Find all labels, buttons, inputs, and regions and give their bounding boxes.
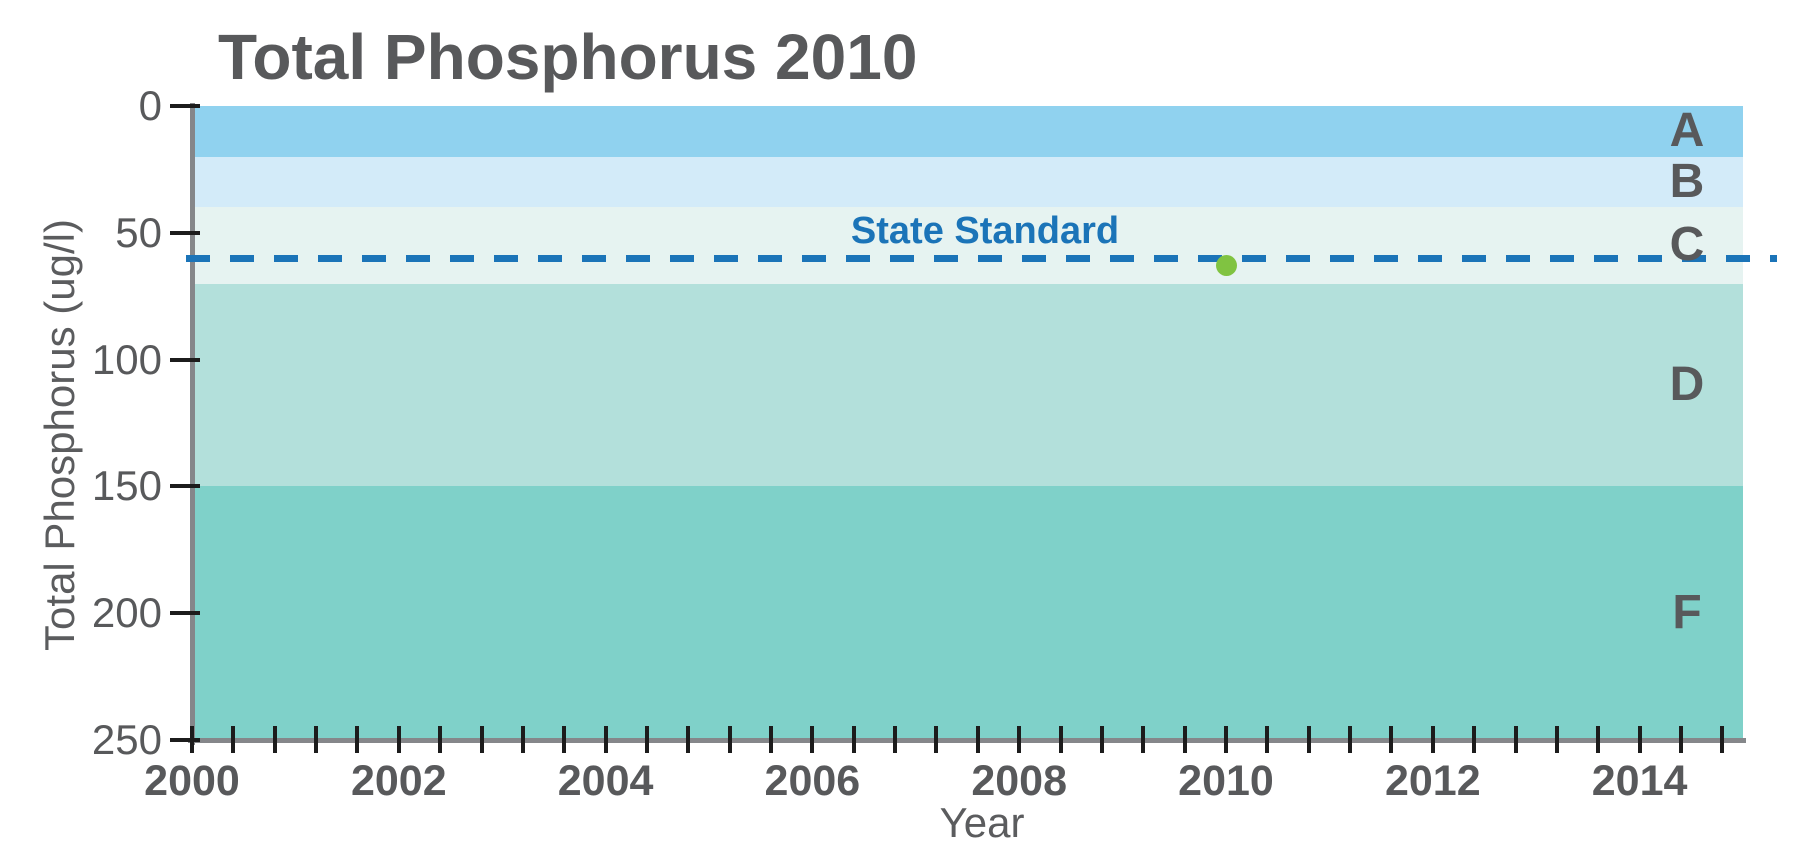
- x-tick: [438, 726, 443, 753]
- x-tick: [355, 726, 360, 753]
- grade-band-b: [194, 156, 1743, 208]
- x-tick: [190, 726, 194, 753]
- x-tick: [562, 726, 567, 753]
- grade-band-label-a: A: [1669, 104, 1705, 158]
- x-tick: [603, 726, 608, 753]
- grade-band-label-d: D: [1669, 357, 1705, 411]
- y-tick: [170, 357, 200, 362]
- grade-band-label-b: B: [1669, 155, 1705, 209]
- grade-band-a: [194, 106, 1743, 157]
- state-standard-line: [186, 255, 1777, 263]
- x-axis-label: Year: [939, 799, 1025, 846]
- x-tick-label: 2014: [1591, 757, 1688, 805]
- x-tick: [727, 726, 732, 753]
- x-tick-label: 2000: [144, 757, 240, 805]
- y-tick-label: 0: [138, 82, 162, 129]
- chart-title: Total Phosphorus 2010: [218, 21, 918, 93]
- x-tick: [1224, 726, 1228, 753]
- x-tick: [396, 726, 401, 753]
- x-tick: [1678, 726, 1683, 753]
- x-tick-label: 2008: [971, 757, 1068, 805]
- y-tick: [170, 104, 200, 108]
- x-tick: [1099, 726, 1104, 753]
- x-tick-label: 2004: [557, 757, 654, 805]
- x-tick: [810, 726, 815, 753]
- y-tick-label: 200: [91, 589, 162, 637]
- x-tick: [1596, 726, 1601, 753]
- data-point: [1215, 255, 1237, 277]
- x-tick: [1058, 726, 1063, 753]
- grade-band-label-c: C: [1669, 218, 1705, 272]
- x-tick: [1141, 726, 1146, 753]
- y-tick: [170, 611, 200, 616]
- x-tick-label: 2002: [350, 757, 447, 805]
- x-tick: [686, 726, 691, 753]
- x-tick: [1182, 726, 1187, 753]
- y-tick-label: 250: [91, 716, 162, 763]
- y-axis-label: Total Phosphorus (ug/l): [36, 219, 83, 651]
- x-tick: [231, 726, 236, 753]
- y-tick-label: 150: [91, 462, 162, 510]
- x-tick: [314, 726, 319, 753]
- x-tick: [1306, 726, 1311, 753]
- y-tick: [170, 738, 200, 742]
- x-tick: [1637, 726, 1642, 753]
- x-tick: [1389, 726, 1394, 753]
- x-tick: [1017, 726, 1022, 753]
- y-axis-line: [190, 103, 195, 745]
- y-tick-label: 50: [115, 208, 162, 256]
- x-tick: [769, 726, 774, 753]
- x-axis-line: [188, 738, 1746, 743]
- grade-band-d: [194, 283, 1743, 487]
- state-standard-label: State Standard: [850, 210, 1120, 253]
- x-tick: [1554, 726, 1559, 753]
- x-tick: [1348, 726, 1353, 753]
- grade-band-label-f: F: [1672, 586, 1702, 640]
- x-tick: [934, 726, 939, 753]
- x-tick: [644, 726, 649, 753]
- x-tick: [1720, 726, 1725, 753]
- x-tick-label: 2012: [1384, 757, 1481, 805]
- x-tick-label: 2010: [1178, 757, 1274, 805]
- grade-band-c: [194, 207, 1743, 284]
- x-tick: [1265, 726, 1270, 753]
- grade-band-f: [194, 486, 1743, 740]
- x-tick: [520, 726, 525, 753]
- x-tick: [893, 726, 898, 753]
- x-tick: [272, 726, 277, 753]
- y-tick-label: 100: [91, 335, 162, 383]
- x-tick: [851, 726, 856, 753]
- x-tick-label: 2006: [764, 757, 861, 805]
- x-tick: [1513, 726, 1518, 753]
- x-tick: [975, 726, 980, 753]
- x-tick: [479, 726, 484, 753]
- x-tick: [1430, 726, 1435, 753]
- y-tick: [170, 484, 200, 489]
- x-tick: [1472, 726, 1477, 753]
- y-tick: [170, 230, 200, 235]
